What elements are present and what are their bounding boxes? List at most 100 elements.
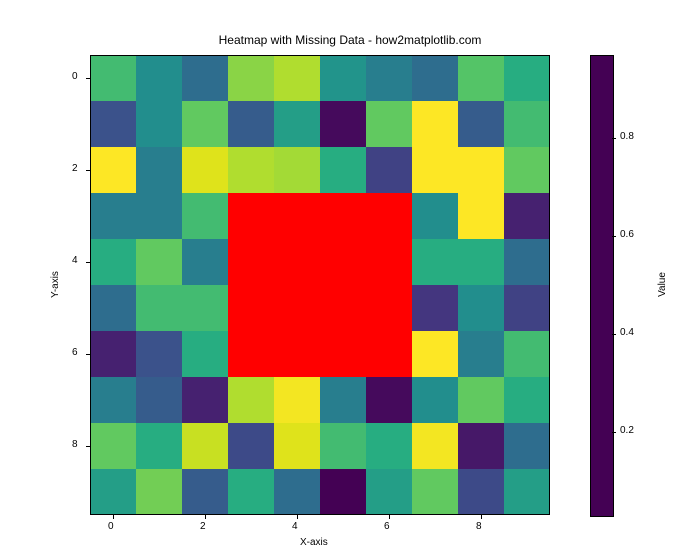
heatmap-cell (320, 239, 366, 285)
heatmap-cell (228, 193, 274, 239)
heatmap-cell (458, 101, 504, 147)
heatmap-cell (182, 193, 228, 239)
plot-area (90, 55, 550, 515)
heatmap-cell (136, 377, 182, 423)
heatmap-cell (182, 331, 228, 377)
colorbar-tick-label: 0.6 (620, 229, 634, 240)
heatmap-cell (274, 193, 320, 239)
heatmap-cell (458, 423, 504, 469)
heatmap-cell (504, 147, 550, 193)
xtick-label: 2 (200, 521, 206, 532)
heatmap-cell (90, 469, 136, 515)
heatmap-cell (274, 101, 320, 147)
heatmap-cell (182, 55, 228, 101)
heatmap-cell (228, 285, 274, 331)
heatmap-cell (366, 423, 412, 469)
heatmap-cell (274, 469, 320, 515)
xtick-mark (389, 515, 390, 519)
heatmap-cell (504, 285, 550, 331)
heatmap-cell (366, 331, 412, 377)
heatmap-cell (274, 239, 320, 285)
heatmap-cell (90, 285, 136, 331)
heatmap-cell (320, 55, 366, 101)
ytick-mark (86, 446, 90, 447)
heatmap-cell (458, 55, 504, 101)
colorbar-tick-mark (612, 334, 616, 335)
heatmap-cell (90, 377, 136, 423)
colorbar-tick-mark (612, 236, 616, 237)
heatmap-cell (458, 285, 504, 331)
heatmap-cell (90, 193, 136, 239)
heatmap-cell (136, 101, 182, 147)
ytick-mark (86, 262, 90, 263)
colorbar-tick-mark (612, 138, 616, 139)
xtick-label: 8 (476, 521, 482, 532)
ytick-label: 2 (72, 163, 78, 174)
spine-top (90, 55, 550, 56)
heatmap-cell (182, 285, 228, 331)
heatmap-cell (182, 101, 228, 147)
heatmap-cell (504, 423, 550, 469)
heatmap-cell (228, 239, 274, 285)
xtick-mark (481, 515, 482, 519)
heatmap-cell (504, 101, 550, 147)
heatmap-cell (136, 193, 182, 239)
heatmap-cell (182, 239, 228, 285)
heatmap-cell (136, 423, 182, 469)
heatmap-cell (366, 55, 412, 101)
heatmap-cell (412, 469, 458, 515)
heatmap-cell (412, 147, 458, 193)
colorbar-tick-label: 0.2 (620, 425, 634, 436)
heatmap-cell (366, 101, 412, 147)
heatmap-cell (136, 469, 182, 515)
heatmap-cell (320, 285, 366, 331)
heatmap-cell (182, 147, 228, 193)
heatmap-cell (458, 377, 504, 423)
heatmap-cell (182, 469, 228, 515)
figure: Heatmap with Missing Data - how2matplotl… (0, 0, 700, 560)
heatmap-cell (90, 101, 136, 147)
heatmap-cell (274, 377, 320, 423)
ytick-label: 6 (72, 347, 78, 358)
heatmap-grid (90, 55, 550, 515)
heatmap-cell (274, 331, 320, 377)
heatmap-cell (90, 55, 136, 101)
heatmap-cell (458, 239, 504, 285)
ytick-label: 8 (72, 439, 78, 450)
colorbar-tick-label: 0.4 (620, 327, 634, 338)
heatmap-cell (182, 423, 228, 469)
heatmap-cell (458, 331, 504, 377)
xtick-label: 0 (108, 521, 114, 532)
ytick-label: 0 (72, 71, 78, 82)
heatmap-cell (136, 239, 182, 285)
heatmap-cell (504, 331, 550, 377)
heatmap-cell (412, 285, 458, 331)
xtick-mark (113, 515, 114, 519)
xtick-label: 6 (384, 521, 390, 532)
heatmap-cell (504, 193, 550, 239)
heatmap-cell (366, 239, 412, 285)
colorbar-tick-label: 0.8 (620, 131, 634, 142)
ytick-label: 4 (72, 255, 78, 266)
heatmap-cell (366, 285, 412, 331)
heatmap-cell (136, 147, 182, 193)
heatmap-cell (90, 331, 136, 377)
heatmap-cell (274, 147, 320, 193)
heatmap-cell (182, 377, 228, 423)
heatmap-cell (458, 193, 504, 239)
heatmap-cell (320, 377, 366, 423)
xtick-label: 4 (292, 521, 298, 532)
ytick-mark (86, 354, 90, 355)
heatmap-cell (412, 331, 458, 377)
xtick-mark (205, 515, 206, 519)
heatmap-cell (366, 377, 412, 423)
heatmap-cell (228, 331, 274, 377)
chart-title: Heatmap with Missing Data - how2matplotl… (0, 33, 700, 47)
heatmap-cell (320, 147, 366, 193)
heatmap-cell (412, 101, 458, 147)
ytick-mark (86, 78, 90, 79)
heatmap-cell (136, 285, 182, 331)
heatmap-cell (274, 285, 320, 331)
heatmap-cell (412, 377, 458, 423)
heatmap-cell (228, 377, 274, 423)
